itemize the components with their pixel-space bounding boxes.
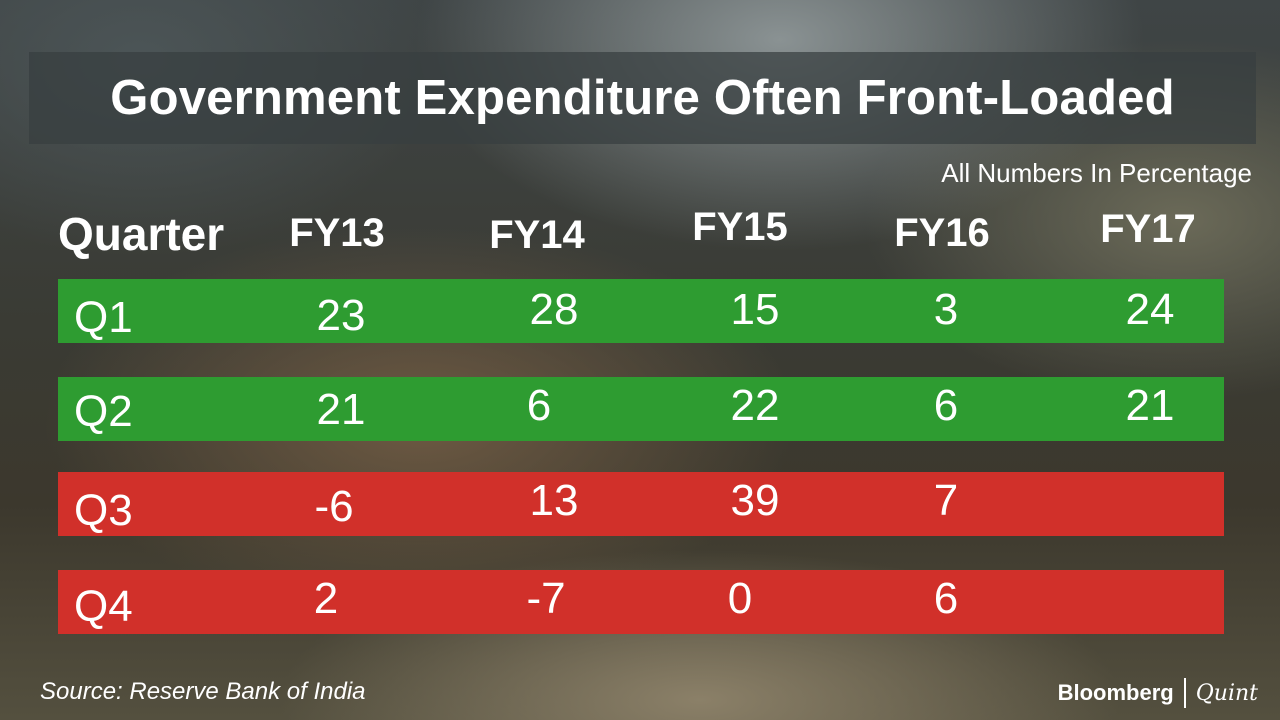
row-label-q3: Q3 [74,486,133,535]
cell-q3-fy14: 13 [529,476,579,525]
cell-q4-fy16: 6 [933,574,959,623]
cell-q2-fy14: 6 [526,381,552,430]
table-row-q1: Q1 23 28 15 3 24 [58,279,1224,343]
title-banner: Government Expenditure Often Front-Loade… [29,52,1256,144]
column-header-fy17: FY17 [1100,207,1196,251]
row-label-q4: Q4 [74,582,133,631]
cell-q1-fy15: 15 [730,285,780,334]
table-row-q2: Q2 21 6 22 6 21 [58,377,1224,441]
cell-q3-fy13: -6 [314,482,354,531]
cell-q1-fy13: 23 [316,291,366,340]
cell-q2-fy17: 21 [1125,381,1175,430]
cell-q1-fy16: 3 [933,285,959,334]
column-header-fy16: FY16 [894,211,990,255]
column-header-quarter: Quarter [58,208,225,260]
row-label-q1: Q1 [74,293,133,342]
cell-q4-fy14: -7 [526,574,566,623]
column-header-fy14: FY14 [489,213,585,257]
brand-quint: Quint [1195,680,1258,706]
cell-q2-fy15: 22 [730,381,780,430]
column-header-fy15: FY15 [692,205,788,249]
cell-q3-fy15: 39 [730,476,780,525]
table-row-q4: Q4 2 -7 0 6 [58,570,1224,634]
source-note: Source: Reserve Bank of India [40,678,366,705]
chart-subtitle: All Numbers In Percentage [941,158,1252,188]
cell-q2-fy16: 6 [933,381,959,430]
cell-q1-fy14: 28 [529,285,579,334]
row-label-q2: Q2 [74,387,133,436]
cell-q4-fy13: 2 [313,574,339,623]
cell-q3-fy16: 7 [933,476,959,525]
brand-bloomberg: Bloomberg [1057,680,1174,705]
table-row-q3: Q3 -6 13 39 7 [58,472,1224,536]
cell-q1-fy17: 24 [1125,285,1175,334]
brand-divider [1183,678,1186,708]
column-header-fy13: FY13 [289,211,385,255]
chart-title: Government Expenditure Often Front-Loade… [110,71,1175,125]
brand-logo: Bloomberg Quint [1058,676,1258,710]
cell-q2-fy13: 21 [316,385,366,434]
cell-q4-fy15: 0 [727,574,753,623]
